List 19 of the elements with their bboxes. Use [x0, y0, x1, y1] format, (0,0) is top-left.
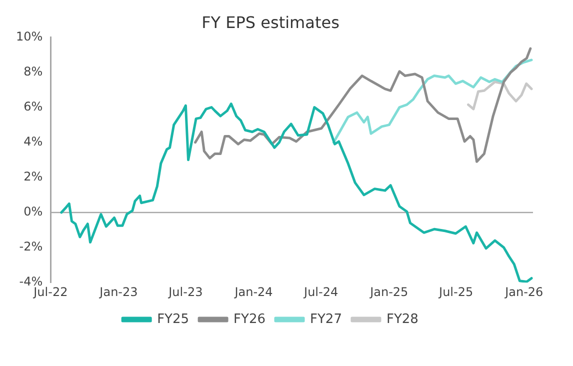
- y-tick-label: 2%: [24, 170, 43, 184]
- legend-label: FY25: [157, 312, 190, 327]
- legend-label: FY26: [234, 312, 266, 327]
- x-tick-label: Jul-25: [438, 284, 474, 299]
- x-tick-label: Jan-25: [369, 284, 408, 299]
- y-tick-label: 0%: [24, 204, 43, 219]
- y-tick-label: -2%: [19, 240, 43, 254]
- legend-label: FY27: [310, 312, 342, 327]
- y-tick-label: 4%: [24, 134, 43, 148]
- x-tick-label: Jul-23: [168, 284, 203, 299]
- y-tick-label: 8%: [24, 64, 43, 78]
- y-tick-label: 6%: [24, 99, 43, 114]
- x-tick-label: Jan-23: [98, 284, 138, 299]
- x-tick-label: Jan-24: [234, 284, 273, 299]
- chart-title: FY EPS estimates: [202, 12, 340, 32]
- y-tick-label: 10%: [16, 29, 43, 44]
- x-tick-label: Jul-24: [303, 284, 338, 299]
- legend-label: FY28: [386, 312, 418, 327]
- x-tick-label: Jan-26: [504, 284, 544, 299]
